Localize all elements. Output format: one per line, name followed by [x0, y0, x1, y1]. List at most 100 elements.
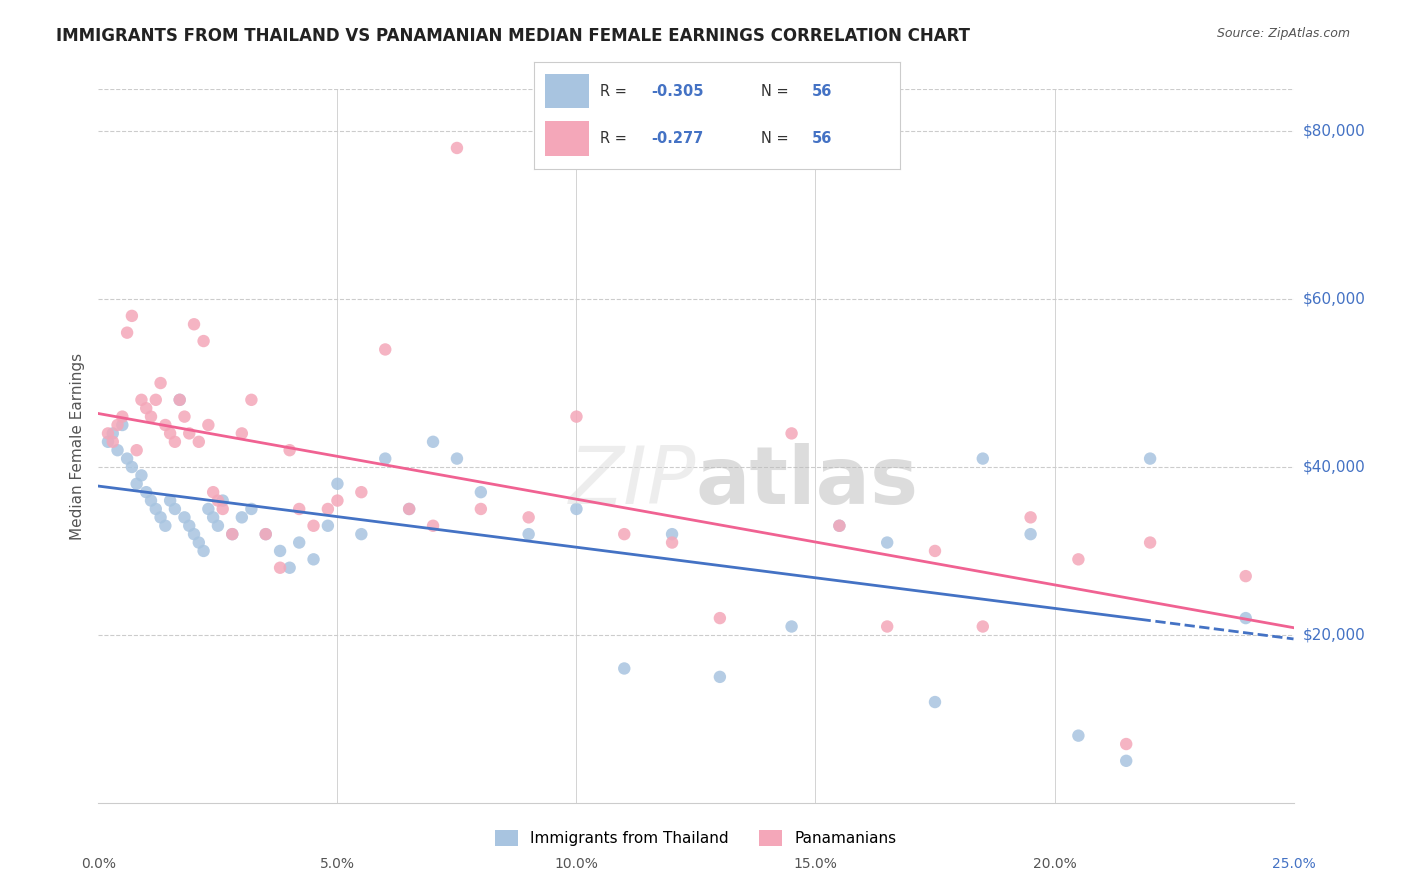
Point: [709, 670, 731, 684]
Text: $20,000: $20,000: [1303, 627, 1365, 642]
Point: [179, 518, 201, 533]
Point: [278, 560, 301, 574]
Point: [316, 518, 339, 533]
Point: [398, 502, 420, 516]
Point: [374, 451, 396, 466]
Text: 20.0%: 20.0%: [1032, 857, 1077, 871]
Text: 25.0%: 25.0%: [1271, 857, 1316, 871]
Point: [876, 535, 898, 549]
Point: [107, 443, 129, 458]
Point: [211, 502, 233, 516]
Point: [159, 493, 181, 508]
Point: [125, 476, 148, 491]
Point: [828, 518, 851, 533]
Point: [661, 527, 683, 541]
Point: [187, 535, 209, 549]
Point: [350, 527, 373, 541]
Point: [1115, 754, 1137, 768]
Point: [316, 502, 339, 516]
Point: [254, 527, 277, 541]
Point: [1115, 737, 1137, 751]
Point: [115, 451, 138, 466]
Point: [139, 493, 162, 508]
Point: [1067, 729, 1090, 743]
Point: [202, 485, 225, 500]
Point: [135, 401, 157, 416]
Point: [374, 343, 396, 357]
Point: [278, 443, 301, 458]
Point: [326, 493, 349, 508]
Text: N =: N =: [761, 84, 793, 99]
Point: [269, 544, 291, 558]
Point: [197, 417, 219, 432]
Point: [173, 510, 195, 524]
Text: -0.277: -0.277: [651, 131, 703, 146]
Point: [135, 485, 157, 500]
Point: [231, 510, 253, 524]
Text: $60,000: $60,000: [1303, 292, 1367, 307]
Point: [780, 426, 803, 441]
Point: [661, 535, 683, 549]
Point: [163, 502, 186, 516]
Point: [155, 417, 177, 432]
Text: R =: R =: [600, 84, 631, 99]
Point: [565, 409, 588, 424]
Point: [169, 392, 191, 407]
Text: $80,000: $80,000: [1303, 124, 1365, 138]
Point: [470, 485, 492, 500]
Point: [183, 318, 205, 332]
Text: 5.0%: 5.0%: [321, 857, 354, 871]
Point: [613, 661, 636, 675]
Y-axis label: Median Female Earnings: Median Female Earnings: [69, 352, 84, 540]
Point: [231, 426, 253, 441]
Text: 10.0%: 10.0%: [554, 857, 599, 871]
Point: [422, 518, 444, 533]
Point: [207, 493, 229, 508]
Point: [446, 451, 468, 466]
Point: [173, 409, 195, 424]
Point: [709, 611, 731, 625]
Point: [155, 518, 177, 533]
Point: [446, 141, 468, 155]
Point: [269, 560, 291, 574]
Point: [115, 326, 138, 340]
Point: [207, 518, 229, 533]
Point: [302, 518, 325, 533]
Point: [149, 376, 172, 390]
Text: 56: 56: [813, 84, 832, 99]
Point: [169, 392, 191, 407]
Point: [1019, 527, 1042, 541]
Point: [111, 409, 134, 424]
Point: [193, 544, 215, 558]
Point: [1234, 611, 1257, 625]
Point: [517, 527, 540, 541]
Text: atlas: atlas: [696, 442, 920, 521]
Point: [111, 417, 134, 432]
Point: [125, 443, 148, 458]
Point: [193, 334, 215, 348]
Point: [470, 502, 492, 516]
Point: [183, 527, 205, 541]
Text: Source: ZipAtlas.com: Source: ZipAtlas.com: [1216, 27, 1350, 40]
Point: [350, 485, 373, 500]
Point: [1067, 552, 1090, 566]
Point: [1019, 510, 1042, 524]
Point: [1234, 569, 1257, 583]
Point: [398, 502, 420, 516]
Point: [1139, 535, 1161, 549]
Text: N =: N =: [761, 131, 793, 146]
Point: [828, 518, 851, 533]
Point: [97, 426, 120, 441]
Text: R =: R =: [600, 131, 631, 146]
Point: [139, 409, 162, 424]
Point: [197, 502, 219, 516]
Point: [288, 502, 311, 516]
Point: [1139, 451, 1161, 466]
Text: -0.305: -0.305: [651, 84, 704, 99]
Text: IMMIGRANTS FROM THAILAND VS PANAMANIAN MEDIAN FEMALE EARNINGS CORRELATION CHART: IMMIGRANTS FROM THAILAND VS PANAMANIAN M…: [56, 27, 970, 45]
Point: [121, 460, 143, 475]
Point: [924, 695, 946, 709]
Text: 15.0%: 15.0%: [793, 857, 838, 871]
Point: [221, 527, 243, 541]
Point: [163, 434, 186, 449]
